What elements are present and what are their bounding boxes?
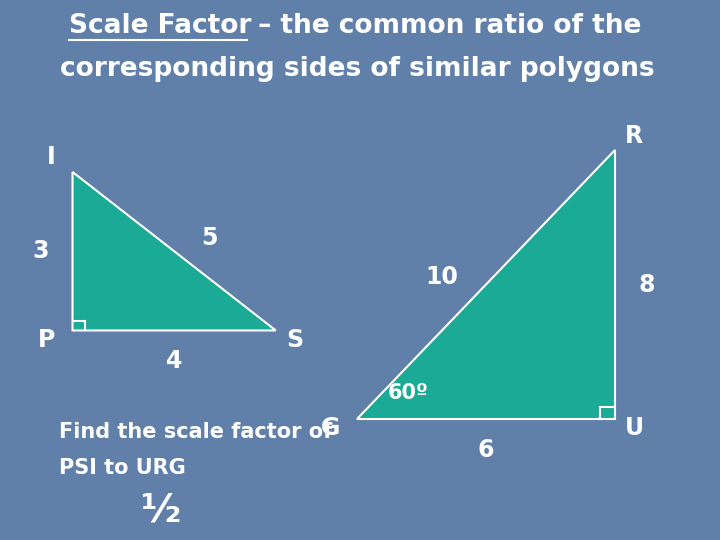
Text: PSI to URG: PSI to URG [59, 458, 186, 478]
Text: 60º: 60º [387, 383, 428, 403]
Text: 3: 3 [32, 239, 49, 263]
Text: R: R [625, 124, 643, 148]
Text: – the common ratio of the: – the common ratio of the [248, 14, 641, 39]
Text: 4: 4 [166, 349, 182, 373]
Text: ½: ½ [140, 491, 181, 530]
Text: I: I [47, 145, 55, 169]
Text: 10: 10 [426, 265, 459, 289]
Text: G: G [321, 416, 340, 441]
Text: Find the scale factor of: Find the scale factor of [59, 422, 332, 442]
Text: P: P [38, 328, 55, 352]
Text: Scale Factor: Scale Factor [69, 14, 251, 39]
Text: 6: 6 [477, 438, 494, 462]
Polygon shape [357, 151, 615, 419]
Text: 8: 8 [639, 273, 654, 297]
Text: S: S [286, 328, 303, 352]
Polygon shape [73, 172, 276, 330]
Text: U: U [625, 416, 644, 441]
Text: 5: 5 [202, 226, 217, 250]
Text: corresponding sides of similar polygons: corresponding sides of similar polygons [60, 56, 654, 83]
